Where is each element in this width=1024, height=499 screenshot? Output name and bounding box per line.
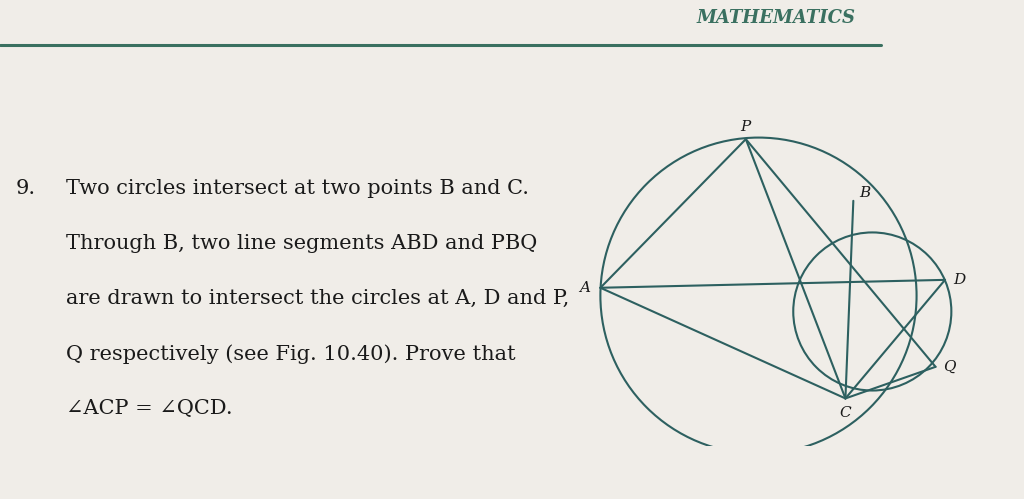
Text: Through B, two line segments ABD and PBQ: Through B, two line segments ABD and PBQ [66, 234, 537, 253]
Text: Two circles intersect at two points B and C.: Two circles intersect at two points B an… [66, 179, 528, 198]
Text: C: C [840, 406, 851, 420]
Text: ∠ACP = ∠QCD.: ∠ACP = ∠QCD. [66, 399, 232, 418]
Text: are drawn to intersect the circles at A, D and P,: are drawn to intersect the circles at A,… [66, 289, 568, 308]
Text: Q respectively (see Fig. 10.40). Prove that: Q respectively (see Fig. 10.40). Prove t… [66, 344, 515, 364]
Text: P: P [740, 120, 751, 134]
Text: Q: Q [943, 360, 956, 374]
Text: A: A [580, 281, 590, 295]
Text: 9.: 9. [15, 179, 36, 198]
Text: B: B [859, 186, 870, 200]
Text: MATHEMATICS: MATHEMATICS [696, 9, 855, 27]
Text: D: D [953, 273, 966, 287]
